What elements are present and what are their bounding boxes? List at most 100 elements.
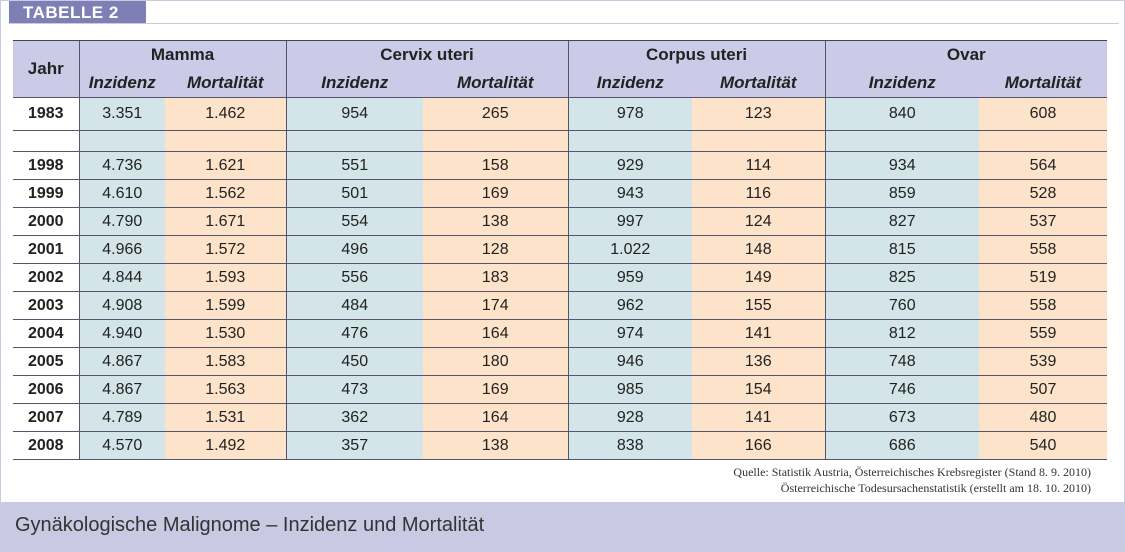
mortality-cell: 1.563 xyxy=(165,375,286,404)
incidence-cell: 859 xyxy=(824,179,980,208)
incidence-cell: 825 xyxy=(824,263,980,292)
incidence-cell: 4.789 xyxy=(78,403,165,432)
incidence-cell: 746 xyxy=(824,375,980,404)
group-header-mamma: Mamma xyxy=(78,40,286,69)
incidence-cell: 4.908 xyxy=(78,291,165,320)
table-row: 1983 3.351 1.462 954 265 978 123 840 608 xyxy=(13,97,1108,131)
incidence-cell: 3.351 xyxy=(78,97,165,131)
mortality-cell: 519 xyxy=(979,263,1108,292)
incidence-cell: 827 xyxy=(824,207,980,236)
mortality-cell: 148 xyxy=(692,235,826,264)
incidence-cell xyxy=(824,130,980,152)
year-cell: 2006 xyxy=(13,375,79,404)
incidence-cell: 556 xyxy=(285,263,423,292)
incidence-cell: 943 xyxy=(567,179,693,208)
sub-header-incidence: Inzidenz xyxy=(285,69,423,98)
incidence-cell: 484 xyxy=(285,291,423,320)
mortality-cell: 539 xyxy=(979,347,1108,376)
mortality-cell xyxy=(979,130,1108,152)
incidence-cell: 473 xyxy=(285,375,423,404)
group-header-ovar: Ovar xyxy=(824,40,1108,69)
table-row: 2005 4.867 1.583 450 180 946 136 748 539 xyxy=(13,347,1108,376)
incidence-cell: 4.570 xyxy=(78,431,165,460)
mortality-cell: 154 xyxy=(692,375,826,404)
mortality-cell: 169 xyxy=(423,375,569,404)
mortality-cell: 114 xyxy=(692,151,826,180)
source-line: Quelle: Statistik Austria, Österreichisc… xyxy=(733,465,1091,479)
table-row: 2006 4.867 1.563 473 169 985 154 746 507 xyxy=(13,375,1108,404)
source-line: Österreichische Todesursachenstatistik (… xyxy=(780,481,1091,495)
mortality-cell: 169 xyxy=(423,179,569,208)
mortality-cell: 559 xyxy=(979,319,1108,348)
year-cell: 1998 xyxy=(13,151,79,180)
year-cell: 2002 xyxy=(13,263,79,292)
sub-header-incidence: Inzidenz xyxy=(824,69,980,98)
year-cell: 2004 xyxy=(13,319,79,348)
mortality-cell: 141 xyxy=(692,319,826,348)
mortality-cell: 480 xyxy=(979,403,1108,432)
incidence-cell xyxy=(285,130,423,152)
mortality-cell: 136 xyxy=(692,347,826,376)
incidence-cell: 4.736 xyxy=(78,151,165,180)
mortality-cell: 124 xyxy=(692,207,826,236)
incidence-cell: 496 xyxy=(285,235,423,264)
incidence-cell: 838 xyxy=(567,431,693,460)
incidence-cell: 673 xyxy=(824,403,980,432)
sub-header-incidence: Inzidenz xyxy=(567,69,693,98)
mortality-cell: 166 xyxy=(692,431,826,460)
mortality-cell: 128 xyxy=(423,235,569,264)
mortality-cell xyxy=(692,130,826,152)
mortality-cell: 155 xyxy=(692,291,826,320)
mortality-cell: 141 xyxy=(692,403,826,432)
mortality-cell: 116 xyxy=(692,179,826,208)
mortality-cell: 540 xyxy=(979,431,1108,460)
mortality-cell: 174 xyxy=(423,291,569,320)
data-table: Jahr Mamma Cervix uteri Corpus uteri Ova… xyxy=(13,40,1108,460)
table-row: 2001 4.966 1.572 496 128 1.022 148 815 558 xyxy=(13,235,1108,264)
incidence-cell: 4.940 xyxy=(78,319,165,348)
incidence-cell: 929 xyxy=(567,151,693,180)
table-caption: Gynäkologische Malignome – Inzidenz und … xyxy=(15,514,485,536)
mortality-cell: 180 xyxy=(423,347,569,376)
year-cell: 2005 xyxy=(13,347,79,376)
mortality-cell: 1.572 xyxy=(165,235,286,264)
incidence-cell: 985 xyxy=(567,375,693,404)
mortality-cell: 164 xyxy=(423,319,569,348)
mortality-cell: 558 xyxy=(979,291,1108,320)
mortality-cell: 265 xyxy=(423,97,569,131)
sub-header-mortality: Mortalität xyxy=(423,69,569,98)
table-tag: TABELLE 2 xyxy=(9,1,146,23)
incidence-cell: 554 xyxy=(285,207,423,236)
incidence-cell: 4.867 xyxy=(78,375,165,404)
incidence-cell: 748 xyxy=(824,347,980,376)
year-cell: 2007 xyxy=(13,403,79,432)
table-body: 1983 3.351 1.462 954 265 978 123 840 608 1998 4.73… xyxy=(13,97,1108,460)
group-header-corpus: Corpus uteri xyxy=(567,40,826,69)
year-cell: 1999 xyxy=(13,179,79,208)
incidence-cell: 840 xyxy=(824,97,980,131)
incidence-cell: 812 xyxy=(824,319,980,348)
mortality-cell: 1.492 xyxy=(165,431,286,460)
sub-header-mortality: Mortalität xyxy=(165,69,286,98)
table-row: 2000 4.790 1.671 554 138 997 124 827 537 xyxy=(13,207,1108,236)
incidence-cell xyxy=(567,130,693,152)
source-note: Quelle: Statistik Austria, Österreichisc… xyxy=(733,464,1091,496)
sub-header-mortality: Mortalität xyxy=(979,69,1108,98)
sub-header-incidence: Inzidenz xyxy=(78,69,165,98)
group-header-cervix: Cervix uteri xyxy=(285,40,569,69)
incidence-cell: 501 xyxy=(285,179,423,208)
incidence-cell: 450 xyxy=(285,347,423,376)
mortality-cell: 149 xyxy=(692,263,826,292)
incidence-cell: 4.966 xyxy=(78,235,165,264)
table-row: 2002 4.844 1.593 556 183 959 149 825 519 xyxy=(13,263,1108,292)
mortality-cell: 608 xyxy=(979,97,1108,131)
mortality-cell: 138 xyxy=(423,207,569,236)
year-cell: 2003 xyxy=(13,291,79,320)
incidence-cell: 978 xyxy=(567,97,693,131)
incidence-cell: 934 xyxy=(824,151,980,180)
incidence-cell: 959 xyxy=(567,263,693,292)
mortality-cell: 1.671 xyxy=(165,207,286,236)
incidence-cell: 954 xyxy=(285,97,423,131)
incidence-cell: 815 xyxy=(824,235,980,264)
incidence-cell: 1.022 xyxy=(567,235,693,264)
